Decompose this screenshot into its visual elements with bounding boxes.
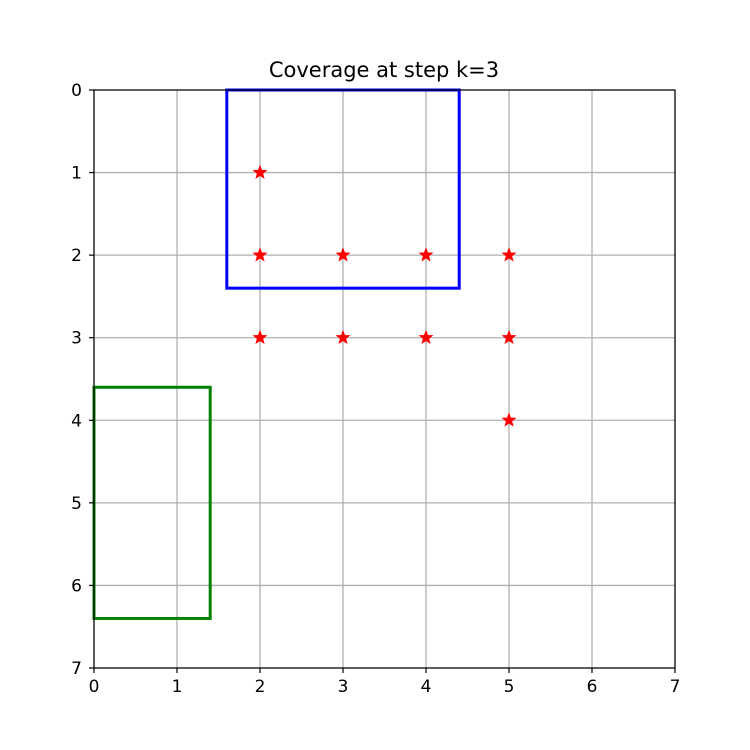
star-point xyxy=(418,329,434,345)
star-point xyxy=(501,412,517,427)
axes-frame xyxy=(93,89,676,669)
y-tick-label: 1 xyxy=(71,164,82,184)
x-tick-label: 0 xyxy=(89,677,100,697)
y-tick-label: 4 xyxy=(71,411,82,431)
y-tick-label: 5 xyxy=(71,494,82,514)
coverage-rectangles xyxy=(92,88,461,620)
x-tick-label: 3 xyxy=(338,677,349,697)
y-tick-label: 2 xyxy=(71,246,82,266)
star-point xyxy=(252,329,268,345)
chart-title: Coverage at step k=3 xyxy=(269,58,499,82)
star-point xyxy=(335,329,351,345)
x-tick-label: 5 xyxy=(504,677,515,697)
x-tick-label: 7 xyxy=(670,677,681,697)
star-point xyxy=(252,164,268,179)
star-point xyxy=(335,247,351,262)
star-point xyxy=(418,247,434,262)
y-tick-label: 6 xyxy=(71,576,82,596)
y-tick-label: 7 xyxy=(71,659,82,679)
grid xyxy=(93,89,676,669)
x-tick-label: 2 xyxy=(255,677,266,697)
star-point xyxy=(501,329,517,345)
data-points xyxy=(252,164,517,427)
y-tick-label: 0 xyxy=(71,81,82,101)
star-point xyxy=(252,247,268,262)
x-tick-label: 4 xyxy=(421,677,432,697)
x-tick-label: 6 xyxy=(587,677,598,697)
y-tick-label: 3 xyxy=(71,329,82,349)
x-tick-label: 1 xyxy=(172,677,183,697)
star-point xyxy=(501,247,517,262)
